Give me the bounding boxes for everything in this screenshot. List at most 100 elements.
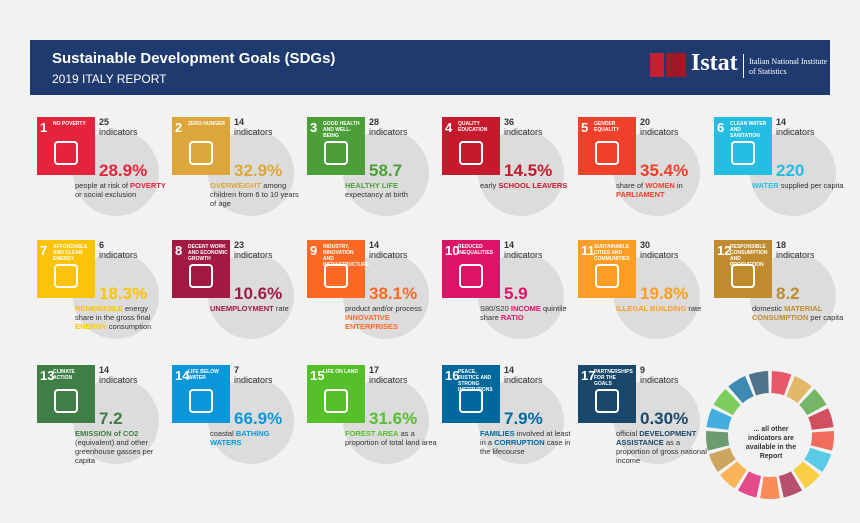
indicator-unit: indicators — [234, 127, 273, 137]
indicator-count: 9 — [640, 365, 646, 375]
indicator-unit: indicators — [504, 250, 543, 260]
goal-icon — [595, 389, 619, 413]
goal-tile: 10 REDUCED INEQUALITIES — [442, 240, 500, 298]
highlight: BATHING WATERS — [210, 429, 270, 447]
description-text: consumption — [106, 322, 152, 331]
highlight: INCOME — [510, 304, 541, 313]
indicator-count: 14 — [504, 240, 515, 250]
goal-icon — [189, 141, 213, 165]
goal-tile: 11 SUSTAINABLE CITIES AND COMMUNITIES — [578, 240, 636, 298]
goal-icon — [189, 264, 213, 288]
description-text: official — [616, 429, 640, 438]
goal-tile: 14 LIFE BELOW WATER — [172, 365, 230, 423]
description-text: involved at least in a — [480, 429, 571, 447]
indicator-unit: indicators — [369, 375, 408, 385]
goal-tile: 12 RESPONSIBLE CONSUMPTION AND PRODUCTION — [714, 240, 772, 298]
logo-divider — [743, 54, 744, 78]
goal-number: 9 — [310, 243, 318, 258]
description-text: case in the lifecourse — [480, 438, 571, 456]
goal-tile: 9 INDUSTRY, INNOVATION AND INFRASTRUCTURE — [307, 240, 369, 298]
indicator-value: 66.9% — [234, 409, 283, 428]
goal-tile: 16 PEACE, JUSTICE AND STRONG INSTITUTIONS — [442, 365, 500, 423]
goal-number: 15 — [310, 368, 325, 383]
description-text: or social exclusion — [75, 190, 137, 199]
goal-number: 8 — [175, 243, 183, 258]
goal-name: ZERO HUNGER — [188, 121, 225, 127]
goal-tile: 15 LIFE ON LAND — [307, 365, 365, 423]
indicator-description: EMISSION of CO2 (equivalent) and other g… — [75, 429, 167, 465]
description-text: early — [480, 181, 499, 190]
indicator-description: WATER supplied per capita — [752, 181, 844, 190]
highlight: FAMILIES — [480, 429, 515, 438]
indicator-value: 0.30% — [640, 409, 689, 428]
indicator-value: 14.5% — [504, 161, 553, 180]
logo-mark — [666, 53, 686, 77]
indicator-description: FOREST AREA as a proportion of total lan… — [345, 429, 437, 447]
footer-note: ... all other indicators are available i… — [745, 426, 797, 460]
wheel-segment — [808, 408, 834, 430]
description-text: share of — [616, 181, 646, 190]
indicator-value: 28.9% — [99, 161, 148, 180]
wheel-segment — [720, 461, 747, 489]
indicator-count: 14 — [99, 365, 110, 375]
indicator-count: 18 — [776, 240, 787, 250]
goal-number: 5 — [581, 120, 589, 135]
highlight: MATERIAL CONSUMPTION — [752, 304, 823, 322]
indicator-value: 35.4% — [640, 161, 689, 180]
wheel-segment — [708, 447, 736, 473]
indicator-value: 7.9% — [504, 409, 543, 428]
indicator-description: official DEVELOPMENT ASSISTANCE as a pro… — [616, 429, 708, 465]
indicator-value: 7.2 — [99, 409, 123, 428]
indicator-description: FAMILIES involved at least in a CORRUPTI… — [480, 429, 572, 456]
highlight: RENEWABLE — [75, 304, 123, 313]
highlight: RATIO — [500, 313, 524, 322]
highlight: CORRUPTION — [494, 438, 545, 447]
goal-name: SUSTAINABLE CITIES AND COMMUNITIES — [594, 244, 630, 262]
highlight: WATER — [752, 181, 779, 190]
indicator-description: UNEMPLOYMENT rate — [210, 304, 302, 313]
goal-name: CLEAN WATER AND SANITATION — [730, 121, 767, 139]
goal-tile: 7 AFFORDABLE AND CLEAN ENERGY — [37, 240, 95, 298]
goal-number: 12 — [717, 243, 732, 258]
indicator-count: 30 — [640, 240, 651, 250]
indicator-unit: indicators — [99, 375, 138, 385]
goal-name: REDUCED INEQUALITIES — [458, 244, 494, 256]
indicator-count: 23 — [234, 240, 245, 250]
goal-icon — [54, 264, 78, 288]
logo-mark — [650, 53, 664, 77]
goal-name: AFFORDABLE AND CLEAN ENERGY — [53, 244, 88, 262]
goal-icon — [595, 264, 619, 288]
wheel-segment — [778, 471, 803, 498]
description-text: (equivalent) and other greenhouse gasses… — [75, 438, 154, 465]
wheel-segment — [713, 389, 741, 416]
description-text: S80/S20 — [480, 304, 511, 313]
goal-name: DECENT WORK AND ECONOMIC GROWTH — [188, 244, 228, 262]
indicator-unit: indicators — [776, 250, 815, 260]
highlight: POVERTY — [130, 181, 166, 190]
description-text: as a proportion of gross national income — [616, 438, 707, 465]
description-text: coastal — [210, 429, 236, 438]
indicator-unit: indicators — [234, 375, 273, 385]
logo-name: Istat — [691, 50, 738, 76]
indicator-description: RENEWABLE energy share in the gross fina… — [75, 304, 167, 331]
indicator-unit: indicators — [99, 250, 138, 260]
goal-number: 3 — [310, 120, 318, 135]
wheel-segment — [706, 408, 732, 430]
wheel-segment — [760, 476, 780, 499]
wheel-segment — [799, 389, 827, 416]
description-text: energy share in the gross final — [75, 304, 151, 322]
goal-number: 14 — [175, 368, 190, 383]
title: Sustainable Development Goals (SDGs) — [52, 50, 336, 67]
goal-icon — [731, 264, 755, 288]
highlight: OVERWEIGHT — [210, 181, 262, 190]
indicator-description: share of WOMEN in PARLIAMENT — [616, 181, 708, 199]
goal-number: 6 — [717, 120, 725, 135]
indicator-description: ILLEGAL BUILDING rate — [616, 304, 708, 313]
indicator-description: OVERWEIGHT among children from 6 to 10 y… — [210, 181, 302, 208]
subtitle: 2019 ITALY REPORT — [52, 72, 167, 86]
description-text: as a proportion of total land area — [345, 429, 437, 447]
goal-icon — [324, 141, 348, 165]
logo-tagline: Italian National Institute of Statistics — [749, 57, 828, 76]
goal-icon — [459, 264, 483, 288]
